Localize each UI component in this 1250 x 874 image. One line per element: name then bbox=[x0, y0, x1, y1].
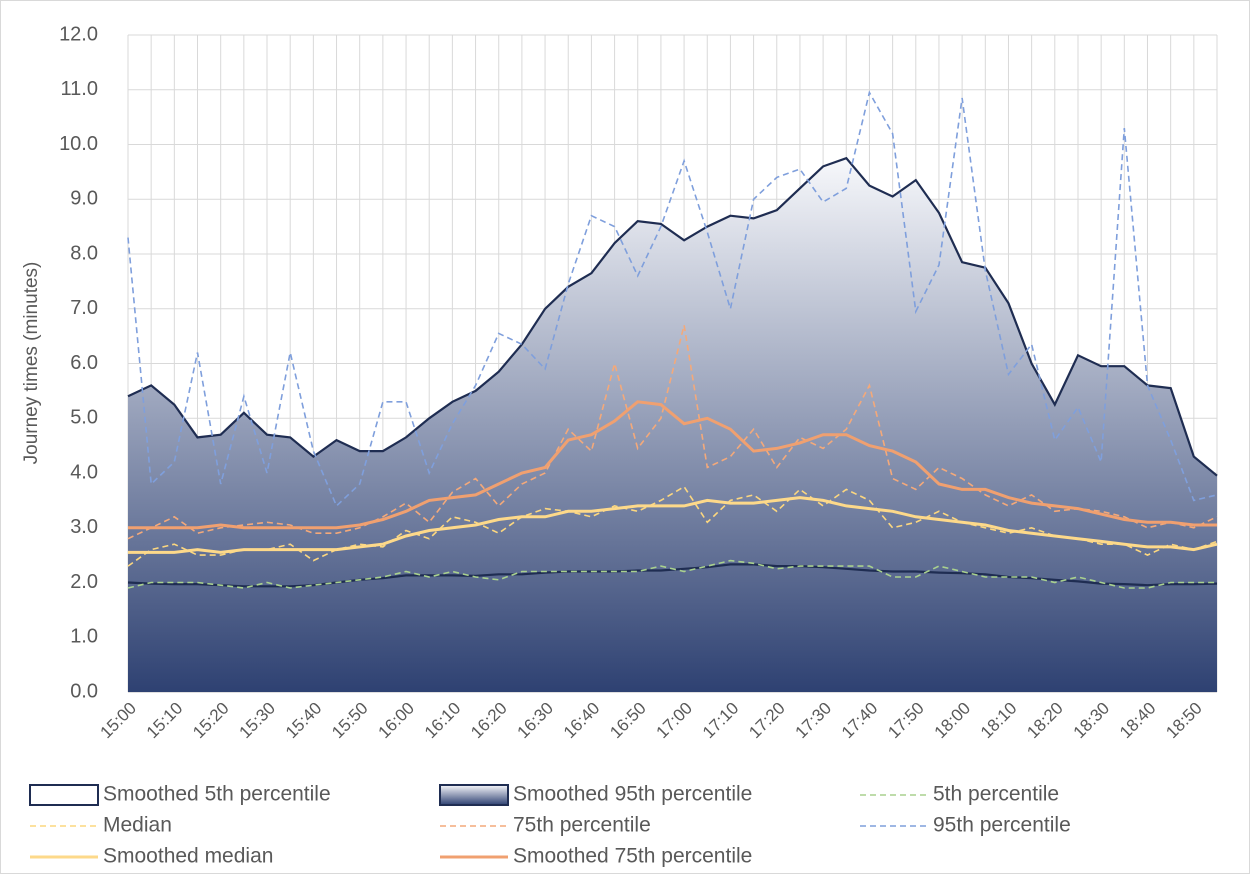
legend-label: Smoothed 95th percentile bbox=[513, 783, 752, 806]
area-outline bbox=[127, 156, 1218, 477]
legend-swatch bbox=[29, 784, 99, 806]
y-tick-label: 0.0 bbox=[70, 680, 98, 702]
legend-label: 75th percentile bbox=[513, 814, 651, 837]
y-tick-label: 8.0 bbox=[70, 242, 98, 264]
y-tick-label: 12.0 bbox=[59, 23, 98, 45]
dashed-line bbox=[127, 559, 1217, 589]
y-tick-label: 1.0 bbox=[70, 626, 98, 648]
legend-label: Median bbox=[103, 814, 172, 837]
y-tick-label: 3.0 bbox=[70, 516, 98, 538]
area-fill bbox=[128, 158, 1217, 692]
y-tick-label: 9.0 bbox=[70, 188, 98, 210]
y-tick-label: 11.0 bbox=[61, 78, 98, 100]
y-tick-label: 6.0 bbox=[70, 352, 98, 374]
smoothed-line bbox=[128, 400, 1217, 530]
legend-swatch bbox=[439, 784, 509, 806]
legend-label: 95th percentile bbox=[933, 814, 1071, 837]
dashed-line bbox=[127, 90, 1218, 508]
y-tick-label: 7.0 bbox=[70, 297, 98, 319]
legend-label: Smoothed 5th percentile bbox=[103, 783, 331, 806]
y-axis-label: Journey times (minutes) bbox=[21, 262, 42, 465]
smoothed-line bbox=[128, 496, 1218, 554]
legend-label: Smoothed median bbox=[103, 845, 273, 868]
dashed-line bbox=[127, 325, 1218, 540]
dashed-line bbox=[127, 485, 1218, 567]
legend-label: Smoothed 75th percentile bbox=[513, 845, 752, 868]
y-tick-label: 4.0 bbox=[70, 461, 98, 483]
y-tick-label: 2.0 bbox=[70, 571, 98, 593]
y-tick-label: 10.0 bbox=[59, 133, 98, 155]
y-tick-label: 5.0 bbox=[70, 407, 98, 429]
legend-label: 5th percentile bbox=[933, 783, 1059, 806]
